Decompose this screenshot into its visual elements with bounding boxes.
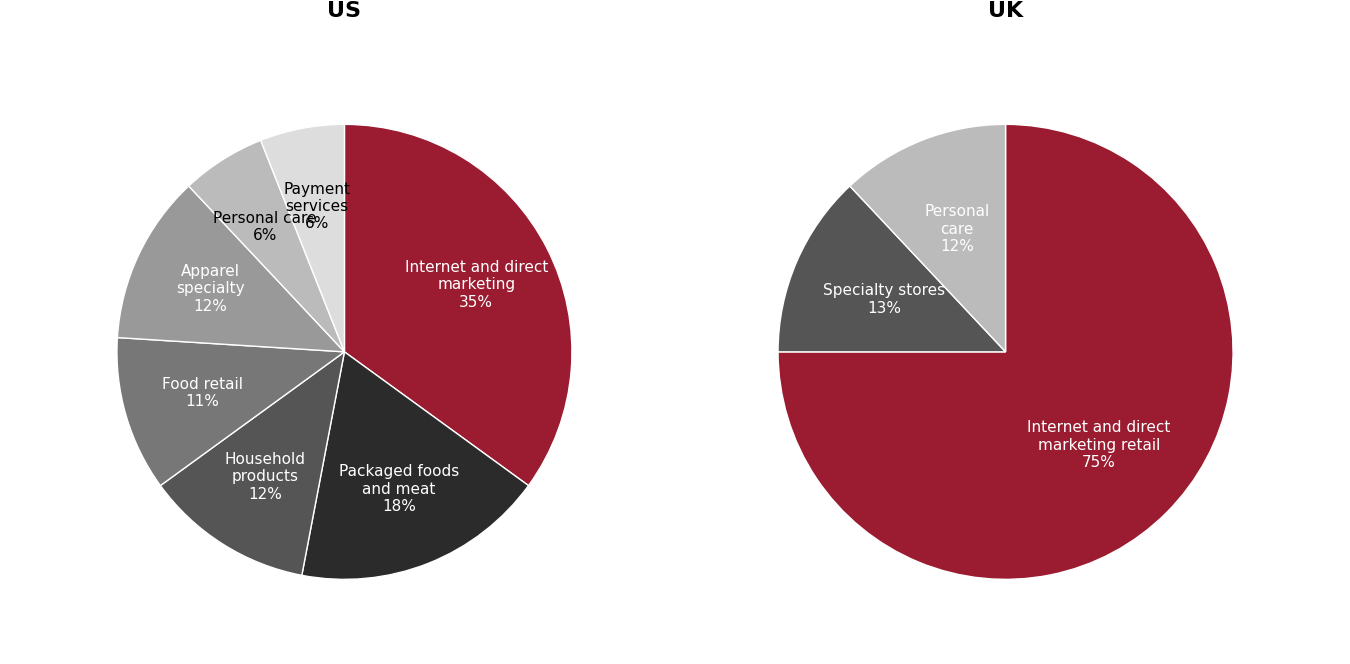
Wedge shape	[778, 124, 1233, 580]
Wedge shape	[778, 186, 1006, 352]
Text: Personal care
6%: Personal care 6%	[213, 210, 317, 243]
Text: UK: UK	[988, 1, 1023, 21]
Wedge shape	[189, 140, 344, 352]
Text: Packaged foods
and meat
18%: Packaged foods and meat 18%	[339, 464, 459, 514]
Wedge shape	[117, 337, 344, 485]
Text: Apparel
specialty
12%: Apparel specialty 12%	[177, 264, 244, 314]
Wedge shape	[161, 352, 344, 575]
Wedge shape	[849, 124, 1006, 352]
Wedge shape	[261, 124, 344, 352]
Text: Payment
services
6%: Payment services 6%	[284, 182, 350, 232]
Text: Food retail
11%: Food retail 11%	[162, 377, 243, 409]
Text: Specialty stores
13%: Specialty stores 13%	[824, 284, 945, 315]
Text: Internet and direct
marketing retail
75%: Internet and direct marketing retail 75%	[1027, 420, 1170, 470]
Text: Personal
care
12%: Personal care 12%	[925, 205, 990, 254]
Text: Internet and direct
marketing
35%: Internet and direct marketing 35%	[405, 260, 548, 309]
Wedge shape	[117, 186, 344, 352]
Wedge shape	[344, 124, 572, 485]
Wedge shape	[302, 352, 528, 580]
Text: Household
products
12%: Household products 12%	[224, 452, 305, 501]
Text: US: US	[328, 1, 362, 21]
